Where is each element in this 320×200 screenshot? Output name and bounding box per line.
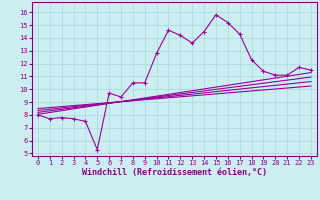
X-axis label: Windchill (Refroidissement éolien,°C): Windchill (Refroidissement éolien,°C) (82, 168, 267, 177)
